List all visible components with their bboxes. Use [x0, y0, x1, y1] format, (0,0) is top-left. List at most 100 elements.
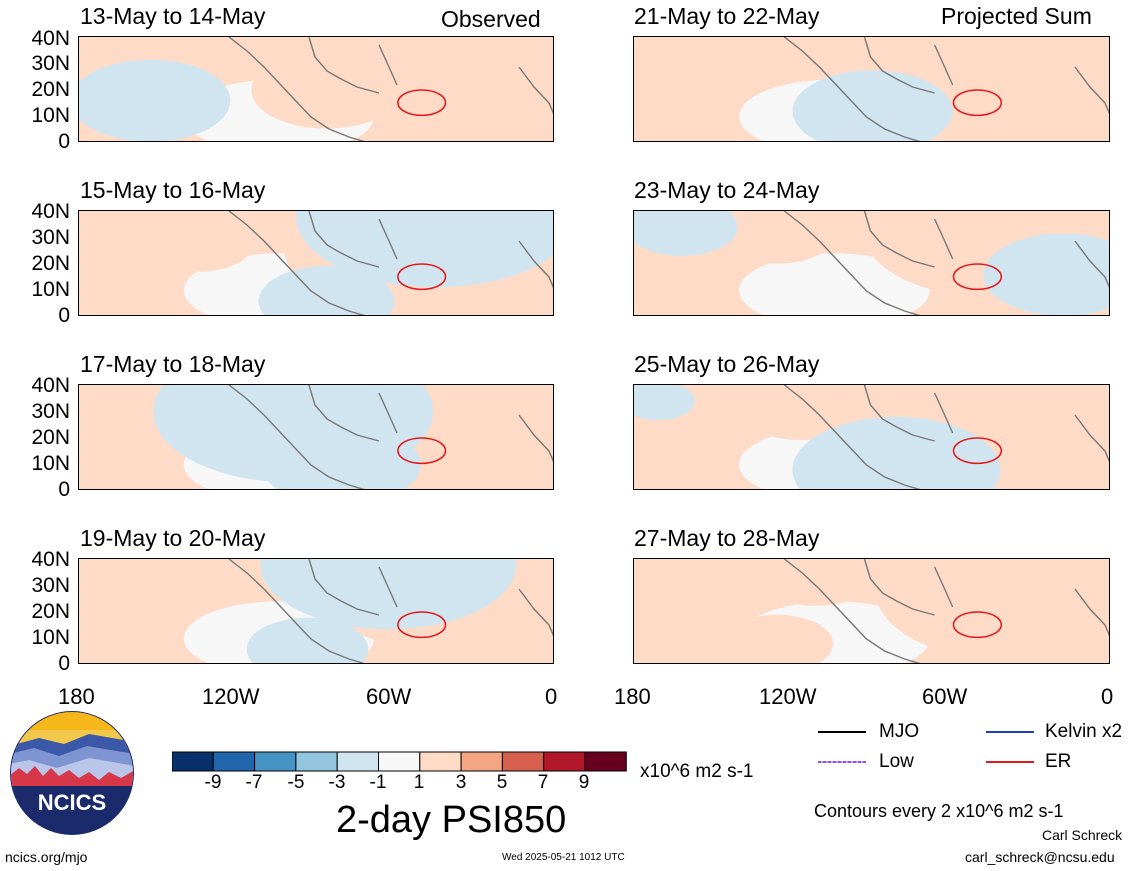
field-contour-fill: [721, 614, 834, 663]
lat-label: 10N: [31, 452, 70, 475]
panel-title-left-1: 13-May to 14-May: [80, 3, 266, 29]
map-panel-left-4: [78, 558, 554, 664]
field-contour-fill: [634, 385, 695, 421]
author: Carl Schreck: [1042, 827, 1123, 843]
lat-label: 20N: [31, 600, 70, 623]
panel-title-right-4: 27-May to 28-May: [634, 525, 820, 551]
ncics-logo: NCICS: [9, 710, 135, 836]
field-contour-fill: [792, 70, 953, 141]
coastline: [783, 559, 1109, 663]
lat-label: 30N: [31, 226, 70, 249]
lat-label: 0: [58, 130, 70, 153]
map-panel-right-4: [633, 558, 1110, 664]
field-contour-fill: [260, 423, 421, 489]
colorbar-tick-label: -3: [328, 772, 346, 793]
map-panel-left-2: [78, 210, 554, 316]
colorbar-tick-label: -1: [369, 772, 387, 793]
colorbar-swatch: [212, 751, 256, 772]
lat-label: 40N: [31, 27, 70, 50]
lat-label: 20N: [31, 426, 70, 449]
map-field: [79, 385, 553, 489]
colorbar-tick-label: -5: [287, 772, 305, 793]
er-contour: [952, 89, 1003, 117]
legend-label-er: ER: [1045, 751, 1072, 772]
field-contour-fill: [668, 37, 791, 90]
colorbar-tick-label: 7: [537, 772, 549, 793]
coastline: [228, 37, 553, 141]
colorbar-tick-label: -7: [245, 772, 263, 793]
colorbar-swatch: [378, 751, 421, 772]
lat-label: 0: [58, 652, 70, 675]
colorbar-swatch: [419, 751, 462, 772]
lat-label: 20N: [31, 78, 70, 101]
legend-line-kelvin: [986, 731, 1034, 733]
legend-line-er: [986, 761, 1034, 763]
colorbar-swatch: [501, 751, 545, 772]
er-contour: [397, 89, 447, 117]
field-contour-fill: [735, 385, 867, 440]
field-contour-fill: [716, 211, 838, 264]
panel-title-left-2: 15-May to 16-May: [80, 177, 266, 203]
lat-label: 20N: [31, 252, 70, 275]
field-contour-fill: [142, 213, 254, 272]
lon-label: 120W: [202, 684, 260, 709]
er-contour: [397, 611, 447, 639]
lat-label: 40N: [31, 548, 70, 571]
map-panel-left-1: [78, 36, 554, 142]
legend-label-low: Low: [879, 751, 914, 772]
legend-label-kelvin: Kelvin x2: [1045, 721, 1123, 742]
map-panel-right-3: [633, 384, 1110, 490]
lat-label: 10N: [31, 626, 70, 649]
observed-label: Observed: [441, 6, 541, 32]
field-contour-fill: [258, 266, 395, 315]
colorbar-tick-label: 3: [455, 772, 467, 793]
coastline: [783, 385, 1109, 489]
timestamp: Wed 2025-05-21 1012 UTC: [502, 852, 625, 863]
er-contour: [952, 611, 1003, 639]
coastline: [228, 211, 553, 315]
lat-label: 30N: [31, 574, 70, 597]
colorbar-swatch: [460, 751, 503, 772]
colorbar-swatch: [336, 751, 379, 772]
er-contour: [397, 437, 447, 465]
contour-note: Contours every 2 x10^6 m2 s-1: [814, 801, 1064, 821]
lon-label: 0: [545, 684, 558, 709]
map-field: [634, 559, 1109, 663]
field-contour-fill: [634, 211, 738, 256]
field-contour-fill: [272, 37, 553, 124]
field-contour-fill: [79, 59, 231, 141]
panel-title-right-3: 25-May to 26-May: [634, 351, 820, 377]
lon-label: 0: [1101, 684, 1114, 709]
map-field: [79, 559, 553, 663]
er-contour: [952, 263, 1003, 291]
website: ncics.org/mjo: [5, 849, 88, 865]
er-contour: [952, 437, 1003, 465]
er-contour: [397, 263, 447, 291]
legend-line-low: [818, 761, 866, 763]
coastline: [783, 211, 1109, 315]
lat-label: 10N: [31, 278, 70, 301]
field-contour-fill: [875, 559, 1109, 662]
panel-title-right-2: 23-May to 24-May: [634, 177, 820, 203]
lon-label: 180: [614, 684, 651, 709]
map-field: [79, 211, 553, 315]
field-contour-fill: [792, 416, 1001, 489]
map-field: [634, 37, 1109, 141]
logo-text: NCICS: [38, 790, 106, 815]
lon-label: 60W: [366, 684, 412, 709]
lat-label: 40N: [31, 200, 70, 223]
map-field: [634, 385, 1109, 489]
map-field: [634, 211, 1109, 315]
colorbar-tick-label: 1: [413, 772, 425, 793]
map-panel-left-3: [78, 384, 554, 490]
coastline: [228, 559, 553, 663]
coastline: [783, 37, 1109, 141]
plot-title: 2-day PSI850: [336, 799, 567, 841]
colorbar-swatches: [172, 751, 627, 772]
coastline: [228, 385, 553, 489]
field-contour-fill: [260, 559, 517, 630]
colorbar-swatch: [543, 751, 586, 772]
field-contour-fill: [744, 559, 886, 606]
map-neutral-region: [738, 253, 930, 315]
panel-title-right-1: 21-May to 22-May: [634, 3, 820, 29]
